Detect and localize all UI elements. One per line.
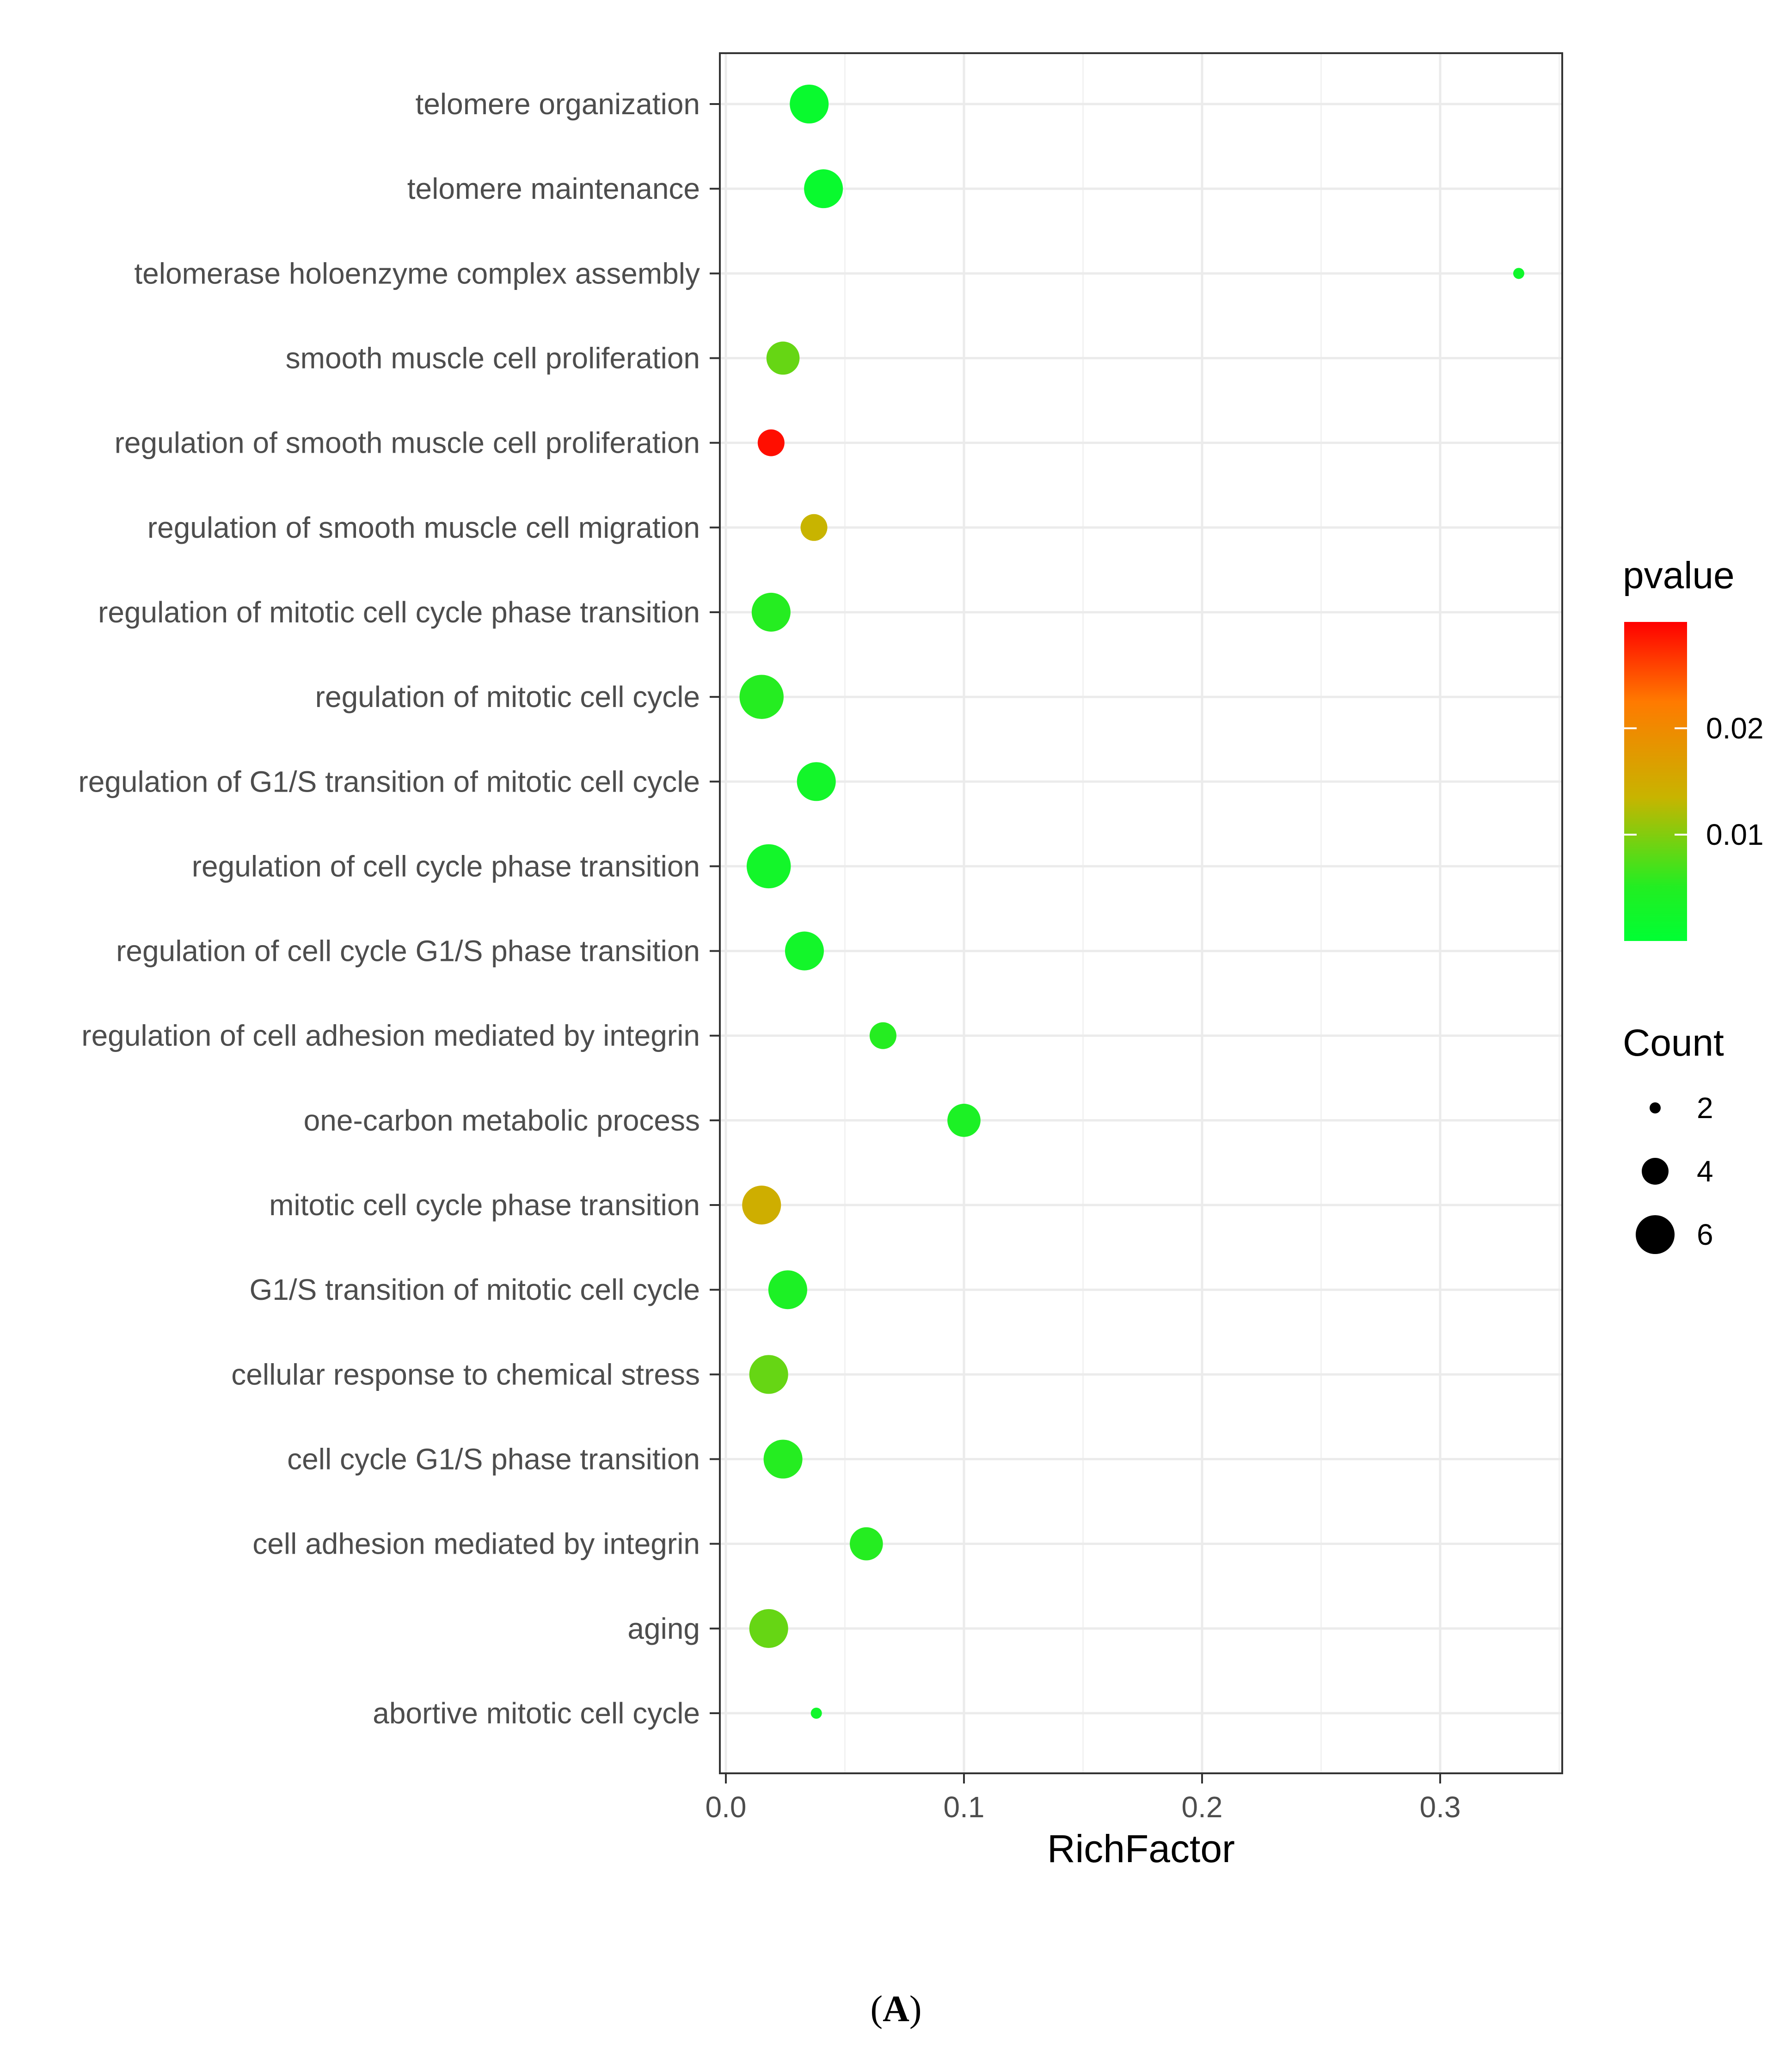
size-legend-label: 6 <box>1697 1218 1713 1251</box>
data-point <box>749 1609 788 1648</box>
legend-pvalue-title: pvalue <box>1623 554 1735 596</box>
figure-caption: (A) <box>870 1989 922 2029</box>
legend-pvalue-colorbar <box>1624 622 1687 941</box>
figure-caption-label: A <box>883 1989 909 2029</box>
y-tick-label: G1/S transition of mitotic cell cycle <box>249 1273 700 1306</box>
legend-pvalue: pvalue 0.01 0.02 <box>1623 554 1764 941</box>
panel-background <box>720 53 1562 1773</box>
y-tick-label: regulation of G1/S transition of mitotic… <box>78 765 700 798</box>
y-tick-label: regulation of cell adhesion mediated by … <box>81 1019 700 1052</box>
data-point <box>1513 268 1524 279</box>
data-point <box>763 1439 803 1479</box>
x-axis: 0.0 0.1 0.2 0.3 <box>706 1773 1461 1824</box>
x-tick-label: 0.0 <box>706 1790 747 1824</box>
size-legend-key <box>1642 1158 1669 1185</box>
y-tick-label: telomere maintenance <box>407 172 700 205</box>
grid-major <box>720 53 1562 1773</box>
data-point <box>947 1104 981 1137</box>
legend-pvalue-ticks: 0.01 0.02 <box>1624 712 1764 851</box>
data-point <box>757 429 785 456</box>
data-point <box>749 1355 788 1394</box>
data-point <box>797 762 836 801</box>
panel-border <box>719 52 1563 1774</box>
y-tick-label: abortive mitotic cell cycle <box>373 1697 700 1730</box>
data-point <box>751 592 791 632</box>
colorbar-tick-label: 0.01 <box>1706 818 1764 851</box>
y-tick-label: one-carbon metabolic process <box>304 1104 700 1137</box>
y-tick-label: cellular response to chemical stress <box>231 1358 700 1391</box>
y-tick-label: regulation of cell cycle phase transitio… <box>192 849 700 883</box>
size-legend-label: 4 <box>1697 1155 1713 1188</box>
y-tick-label: regulation of smooth muscle cell migrati… <box>147 511 700 544</box>
x-tick-label: 0.1 <box>944 1790 985 1824</box>
y-tick-label: smooth muscle cell proliferation <box>286 341 700 375</box>
points <box>739 84 1524 1719</box>
data-point <box>739 675 784 719</box>
data-point <box>742 1186 781 1225</box>
data-point <box>850 1527 883 1561</box>
legend-count: Count 2 4 6 <box>1623 1022 1724 1254</box>
y-tick-label: telomere organization <box>416 87 700 121</box>
y-axis: telomere organization telomere maintenanc… <box>78 87 720 1730</box>
data-point <box>746 844 791 889</box>
data-point <box>766 341 800 375</box>
y-tick-label: regulation of mitotic cell cycle phase t… <box>98 596 700 629</box>
y-tick-label: telomerase holoenzyme complex assembly <box>134 257 700 290</box>
y-tick-label: regulation of mitotic cell cycle <box>315 680 700 713</box>
x-tick-label: 0.2 <box>1182 1790 1223 1824</box>
y-tick-label: regulation of cell cycle G1/S phase tran… <box>116 935 700 968</box>
grid-minor <box>844 53 1560 1773</box>
data-point <box>785 931 824 971</box>
data-point <box>800 514 828 541</box>
y-tick-label: regulation of smooth muscle cell prolife… <box>115 426 700 460</box>
y-tick-label: cell adhesion mediated by integrin <box>252 1527 700 1561</box>
legend-count-title: Count <box>1623 1022 1724 1064</box>
data-point <box>810 1708 822 1719</box>
data-point <box>768 1270 807 1310</box>
legend-count-items: 2 4 6 <box>1635 1091 1713 1254</box>
y-tick-label: aging <box>627 1612 700 1645</box>
size-legend-key <box>1635 1215 1675 1254</box>
y-tick-label: cell cycle G1/S phase transition <box>287 1443 700 1476</box>
data-point <box>869 1022 896 1049</box>
size-legend-key <box>1650 1102 1661 1113</box>
data-point <box>804 169 843 209</box>
x-tick-label: 0.3 <box>1420 1790 1461 1824</box>
size-legend-label: 2 <box>1697 1091 1713 1125</box>
data-point <box>790 84 829 124</box>
x-axis-title: RichFactor <box>1047 1827 1235 1870</box>
colorbar-tick-label: 0.02 <box>1706 712 1764 745</box>
y-tick-label: mitotic cell cycle phase transition <box>269 1188 700 1222</box>
